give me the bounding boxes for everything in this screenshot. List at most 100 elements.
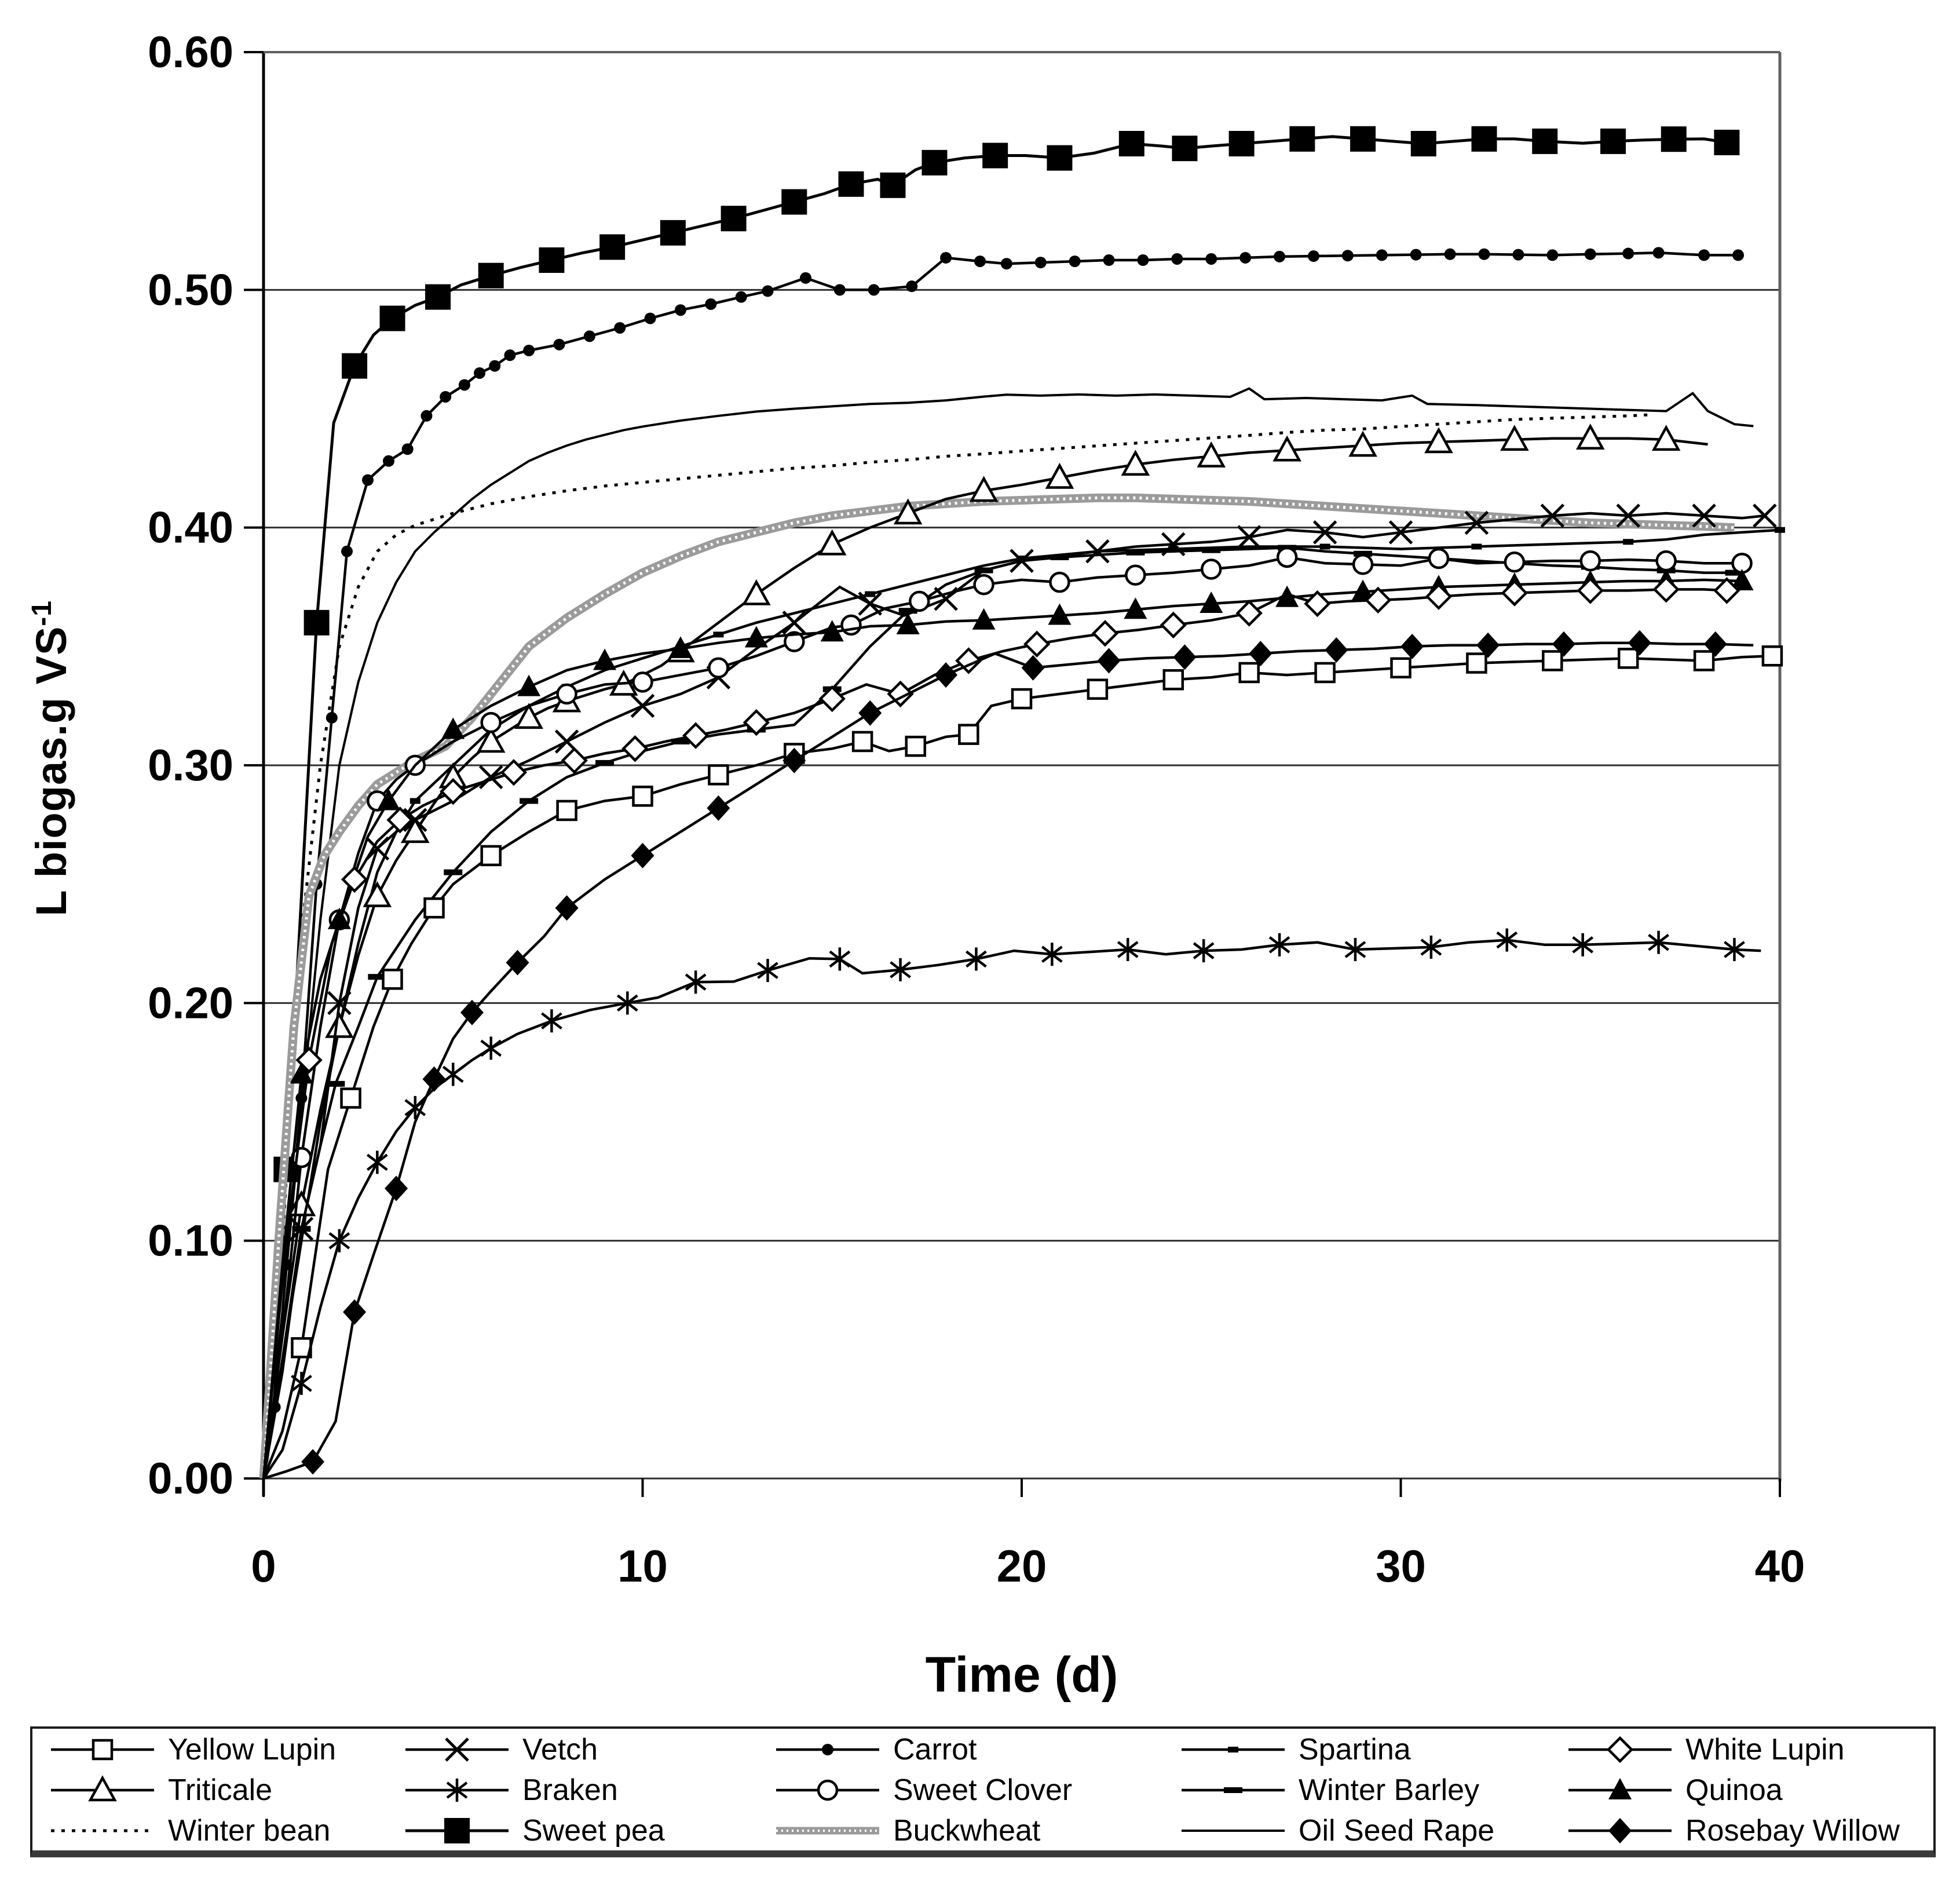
dot-marker	[1000, 258, 1012, 270]
asterisk-marker	[1117, 941, 1139, 958]
tickdot-marker	[409, 798, 420, 804]
asterisk-marker	[1268, 936, 1290, 954]
dot-marker	[420, 410, 433, 422]
square_filled-marker	[342, 353, 368, 379]
dash-marker	[1224, 1787, 1242, 1793]
triangle_open-marker	[400, 817, 430, 844]
legend-item-buckwheat: Buckwheat	[773, 1813, 1178, 1848]
triangle_filled-marker	[668, 636, 692, 658]
dash-marker	[368, 974, 387, 980]
triangle_open-marker	[1575, 423, 1605, 450]
diamond_open-marker	[561, 747, 588, 774]
x-tick-label-20: 20	[997, 1540, 1047, 1591]
dot-marker	[583, 330, 595, 342]
diamond_filled-marker	[1400, 633, 1424, 659]
diamond_open-marker	[386, 806, 414, 834]
y-tick-label-0.00: 0.00	[148, 1454, 233, 1503]
legend-sample-winter_barley	[1182, 1787, 1285, 1793]
triangle_filled-marker	[744, 626, 768, 648]
y-tick-label-0.60: 0.60	[148, 28, 233, 77]
legend-label-winter_barley: Winter Barley	[1299, 1773, 1480, 1807]
diamond_filled-marker	[343, 1299, 367, 1325]
dot-marker	[440, 390, 452, 403]
square_filled-marker	[721, 206, 747, 232]
y-axis-title: L biogas.g VS-1	[26, 440, 76, 1077]
dash-marker	[671, 738, 690, 744]
x-marker	[1161, 532, 1186, 557]
diamond_open-marker	[621, 735, 649, 762]
legend-sample-rosebay_willow	[1568, 1818, 1672, 1843]
diamond_filled-marker	[1021, 655, 1045, 681]
dot-marker	[868, 284, 880, 296]
diamond_filled-marker	[1552, 631, 1575, 657]
square_open-marker	[958, 724, 979, 745]
triangle_filled-marker	[1124, 597, 1147, 619]
diamond_open-marker	[1652, 576, 1680, 603]
dot-marker	[1274, 250, 1286, 262]
dash-marker	[898, 608, 917, 614]
circle_open-marker	[1201, 558, 1222, 580]
series-yellow_lupin-line	[262, 654, 1772, 1479]
dot-marker	[1069, 255, 1081, 268]
square_open-marker	[92, 1739, 114, 1761]
y-axis-title-superscript: -1	[27, 600, 58, 626]
triangle_open-marker	[363, 881, 392, 907]
triangle_filled-marker	[517, 674, 541, 696]
y-tick-label-0.50: 0.50	[148, 265, 233, 315]
diamond_filled-marker	[1608, 1818, 1632, 1843]
series-winter_barley	[262, 545, 1744, 1479]
dot-marker	[735, 291, 747, 303]
square_filled-marker	[1600, 128, 1626, 154]
asterisk-marker	[966, 950, 987, 968]
legend-item-white_lupin: White Lupin	[1565, 1732, 1933, 1767]
circle_open-marker	[1655, 550, 1677, 572]
legend-sample-carrot	[776, 1744, 879, 1755]
legend-label-vetch: Vetch	[522, 1733, 598, 1766]
circle_open-marker	[1049, 571, 1070, 593]
dot-marker	[1444, 248, 1456, 260]
diamond_open-marker	[682, 722, 710, 749]
circle_open-marker	[1352, 554, 1374, 575]
series-oil_seed_rape	[262, 387, 1754, 1479]
diamond_open-marker	[500, 759, 528, 786]
triangle_filled-marker	[1275, 585, 1299, 607]
y-tick-label-0.40: 0.40	[148, 503, 233, 553]
asterisk-marker	[1344, 941, 1366, 958]
diamond_filled-marker	[1325, 637, 1348, 663]
dot-marker	[1410, 249, 1422, 261]
triangle_open-marker	[514, 703, 543, 729]
square_filled-marker	[1118, 130, 1144, 156]
x-tick-label-10: 10	[617, 1540, 668, 1591]
square_filled-marker	[444, 1818, 470, 1843]
diamond_filled-marker	[460, 999, 484, 1025]
asterisk-marker	[1724, 941, 1745, 958]
asterisk-marker	[446, 1781, 468, 1799]
y-tick-label-0.30: 0.30	[148, 741, 233, 790]
legend-label-sweet_clover: Sweet Clover	[893, 1773, 1073, 1807]
legend-label-winter_bean: Winter bean	[168, 1814, 331, 1848]
triangle_filled-marker	[1200, 591, 1223, 613]
tickdot-marker	[1168, 546, 1179, 552]
square_filled-marker	[425, 284, 451, 310]
asterisk-marker	[829, 950, 851, 968]
diamond_filled-marker	[1097, 648, 1121, 674]
asterisk-marker	[328, 1232, 350, 1250]
asterisk-marker	[685, 973, 707, 991]
triangle_open-marker	[1500, 425, 1529, 451]
square_open-marker	[1542, 650, 1563, 671]
dot-marker	[1205, 253, 1217, 265]
series-buckwheat	[259, 493, 1735, 1479]
legend-item-winter_bean: Winter bean	[47, 1813, 402, 1848]
square_filled-marker	[1289, 126, 1315, 152]
dot-marker	[1546, 249, 1559, 261]
tickdot-marker	[1471, 543, 1482, 550]
dot-marker	[974, 255, 986, 268]
series-vetch-line	[262, 512, 1765, 1479]
dot-marker	[833, 284, 846, 296]
diamond_open-marker	[1160, 611, 1187, 639]
square_filled-marker	[1410, 130, 1436, 156]
triangle_filled-marker	[441, 717, 465, 739]
dash-marker	[1725, 569, 1744, 576]
dot-marker	[1584, 248, 1596, 260]
square_open-marker	[632, 786, 653, 807]
